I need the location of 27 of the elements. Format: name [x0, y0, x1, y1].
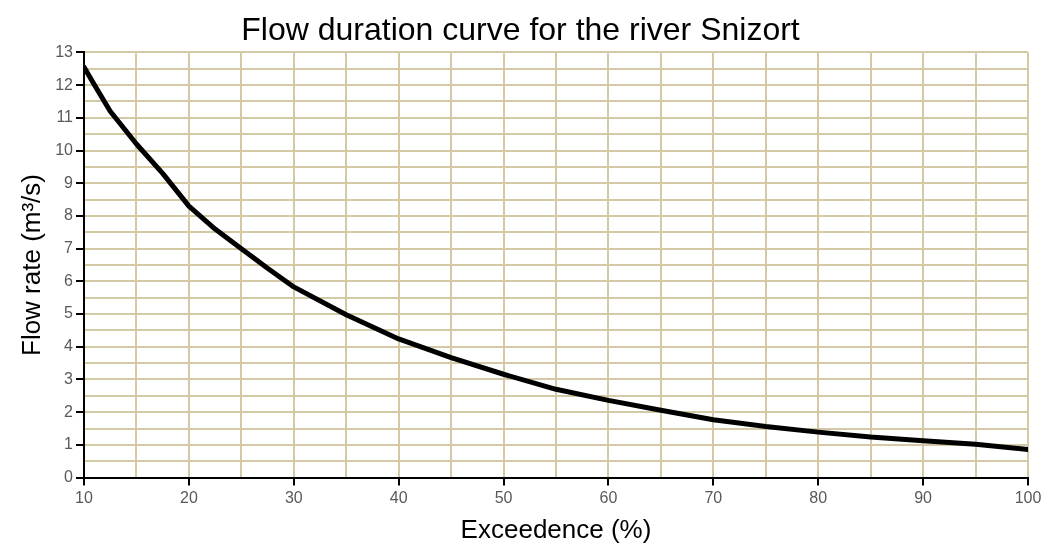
y-tick-label: 9 — [64, 173, 74, 191]
y-tick-label: 10 — [55, 140, 74, 158]
y-tick-label: 6 — [64, 271, 74, 289]
y-tick-label: 4 — [64, 337, 74, 355]
x-tick-label: 70 — [704, 488, 723, 506]
x-tick-label: 30 — [284, 488, 303, 506]
x-axis-title: Exceedence (%) — [460, 513, 652, 544]
y-tick-label: 5 — [64, 304, 74, 322]
x-tick-label: 100 — [1014, 488, 1042, 506]
y-tick-label: 12 — [55, 75, 74, 93]
y-tick-label: 13 — [55, 42, 74, 60]
y-tick-label: 2 — [64, 402, 74, 420]
x-tick-label: 40 — [389, 488, 408, 506]
chart-title: Flow duration curve for the river Snizort — [241, 11, 800, 48]
y-tick-label: 11 — [56, 108, 74, 126]
y-axis-title: Flow rate (m³/s) — [15, 174, 46, 356]
x-tick-label: 20 — [179, 488, 198, 506]
x-tick-label: 80 — [809, 488, 828, 506]
y-tick-label: 7 — [64, 239, 74, 257]
x-tick-label: 60 — [599, 488, 618, 506]
x-tick-label: 90 — [914, 488, 933, 506]
x-tick-label: 10 — [75, 488, 93, 506]
y-tick-label: 0 — [64, 468, 74, 486]
y-tick-label: 3 — [64, 369, 74, 387]
y-tick-label: 8 — [64, 206, 74, 224]
y-tick-label: 1 — [64, 435, 74, 453]
x-tick-label: 50 — [494, 488, 513, 506]
